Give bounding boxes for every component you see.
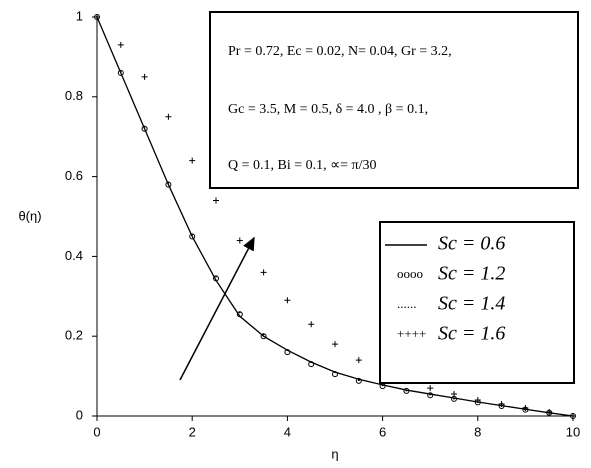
plus-marker [260,269,267,276]
y-tick-label: 0.6 [65,168,83,183]
plus-marker [213,197,219,204]
dot-marker [143,125,146,128]
plus-marker [522,405,529,412]
legend-label: Sc = 1.2 [438,263,505,285]
legend-symbol: ...... [397,296,417,311]
plus-marker [498,401,505,408]
y-tick-label: 0 [76,407,83,422]
plus-marker [165,113,172,120]
dot-marker [405,389,408,392]
annotation: Q = 0.1, Bi = 0.1, ∝= π/30 [228,158,376,173]
annotation: Pr = 0.72, Ec = 0.02, N= 0.04, Gr = 3.2, [228,44,452,59]
x-tick-label: 4 [284,424,291,439]
plus-marker [189,157,196,164]
circle-marker [403,387,410,394]
dot-marker [334,371,336,374]
circle-marker [355,377,362,384]
plus-marker [474,397,481,404]
legend-label: Sc = 1.6 [438,323,505,345]
dot-marker [167,181,170,184]
dot-marker [286,349,289,352]
dot-marker [310,361,313,364]
dot-marker [429,393,432,396]
plus-marker [236,237,243,244]
x-tick-label: 10 [566,424,580,439]
legend [379,221,575,384]
plus-marker [332,341,338,348]
x-tick-label: 0 [93,424,100,439]
y-tick-label: 0.8 [65,88,83,103]
y-tick-label: 0.2 [65,328,83,343]
plus-marker [546,409,553,416]
x-tick-label: 8 [474,424,481,439]
annotation-box [209,11,579,189]
dot-marker [357,379,360,382]
plus-marker [355,357,362,364]
plus-marker [284,297,291,304]
dot-marker [238,311,241,314]
legend-symbol: ++++ [397,326,426,341]
x-axis-label: η [331,446,338,461]
legend-label: Sc = 1.4 [438,293,505,315]
x-tick-label: 6 [379,424,386,439]
y-tick-label: 0.4 [65,248,83,263]
y-tick-label: 1 [76,8,83,23]
dot-marker [215,275,217,278]
plus-marker [427,385,434,392]
dot-marker [119,69,122,72]
plus-marker [141,73,148,80]
plus-marker [451,391,457,398]
y-axis-label: θ(η) [18,208,41,223]
annotation: Gc = 3.5, M = 0.5, δ = 4.0 , β = 0.1, [228,102,428,117]
dot-marker [191,233,194,236]
circle-marker [427,392,434,399]
legend-label: Sc = 0.6 [438,233,505,255]
plus-marker [117,41,124,48]
dot-marker [453,397,455,400]
x-tick-label: 2 [189,424,196,439]
arrow [179,236,255,381]
dot-marker [262,333,265,336]
plus-marker [308,321,315,328]
legend-symbol: oooo [397,266,423,281]
dot-marker [381,384,384,387]
